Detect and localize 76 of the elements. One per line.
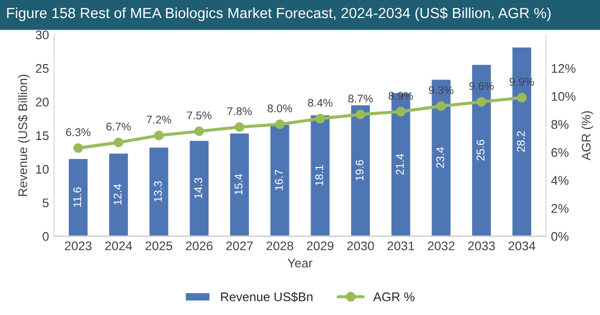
- point: [356, 110, 366, 120]
- y2-tick-label: 10%: [552, 92, 576, 101]
- x-tick-label: 2033: [468, 241, 495, 250]
- y-tick-label: 30: [36, 30, 49, 40]
- data-label: 6.3%: [66, 128, 90, 136]
- y-tick-label: 15: [36, 131, 49, 140]
- y-tick-label: 10: [36, 164, 49, 174]
- data-label: 11.6: [73, 187, 82, 207]
- data-label: 7.2%: [146, 116, 172, 124]
- point: [73, 143, 84, 153]
- x-tick-label: 2028: [266, 241, 294, 250]
- x-tick-label: 2026: [186, 241, 213, 250]
- x-tick-label: 2025: [146, 241, 172, 250]
- legend-label: Revenue US$Bn: [221, 292, 312, 302]
- x-tick-label: 2024: [105, 241, 132, 250]
- point: [476, 96, 486, 107]
- chart-title: Figure 158 Rest of MEA Biologics Market Forecast, 2024-2034 (US$ Billion, AGR %): [7, 7, 551, 22]
- data-label: 12.4: [114, 184, 122, 205]
- bar: [269, 123, 291, 236]
- data-label: 16.7: [274, 170, 283, 190]
- bar: [108, 152, 130, 236]
- x-tick-label: 2027: [226, 241, 253, 250]
- y2-tick-label: 4%: [551, 176, 568, 185]
- point: [234, 122, 244, 132]
- data-label: 25.6: [476, 140, 484, 160]
- bar: [511, 46, 533, 236]
- point: [154, 130, 164, 140]
- point: [194, 126, 204, 136]
- data-label: 23.4: [436, 147, 444, 168]
- bar: [188, 139, 210, 236]
- y2-axis-title: AGR (%): [581, 111, 594, 160]
- y-tick-label: 20: [36, 98, 49, 106]
- bar: [67, 158, 89, 236]
- bar: [470, 64, 492, 236]
- data-label: 8.4%: [308, 98, 332, 107]
- point: [114, 138, 124, 148]
- data-label: 15.4: [234, 174, 242, 194]
- bar: [390, 92, 412, 236]
- x-tick-label: 2023: [64, 241, 92, 250]
- x-tick-label: 2032: [428, 241, 454, 250]
- point: [516, 92, 527, 103]
- data-label: 21.4: [396, 154, 404, 175]
- y-tick-label: 0: [42, 232, 49, 241]
- y2-tick-label: 0%: [551, 232, 568, 241]
- legend-label: AGR %: [373, 292, 414, 302]
- point: [315, 114, 326, 124]
- y2-tick-label: 8%: [551, 120, 568, 129]
- data-label: 13.3: [154, 181, 162, 202]
- y-tick-label: 25: [36, 64, 49, 73]
- x-tick-label: 2030: [347, 241, 374, 250]
- y-tick-label: 5: [42, 198, 49, 208]
- y2-tick-label: 6%: [551, 148, 568, 157]
- y2-tick-label: 2%: [551, 204, 568, 213]
- bar: [350, 104, 372, 236]
- point: [436, 101, 446, 111]
- y2-tick-label: 12%: [552, 64, 576, 73]
- data-label: 7.5%: [187, 112, 212, 120]
- bar: [148, 146, 170, 236]
- bar: [309, 114, 331, 236]
- bar: [430, 78, 452, 236]
- data-label: 14.3: [194, 178, 202, 198]
- point: [396, 106, 406, 117]
- data-label: 19.6: [356, 160, 364, 180]
- data-label: 18.1: [315, 165, 324, 186]
- x-tick-label: 2031: [388, 241, 414, 250]
- x-tick-label: 2034: [508, 241, 536, 250]
- bar: [228, 132, 250, 236]
- data-label: 8.0%: [268, 104, 292, 112]
- x-axis-title: Year: [288, 258, 312, 268]
- data-label: 7.8%: [227, 107, 252, 116]
- y-axis-title: Revenue (US$ Billion): [18, 74, 30, 196]
- data-label: 28.2: [516, 131, 525, 152]
- x-tick-label: 2029: [306, 241, 334, 250]
- point: [274, 119, 285, 130]
- data-label: 6.7%: [106, 122, 131, 131]
- data-label: 8.7%: [348, 94, 373, 103]
